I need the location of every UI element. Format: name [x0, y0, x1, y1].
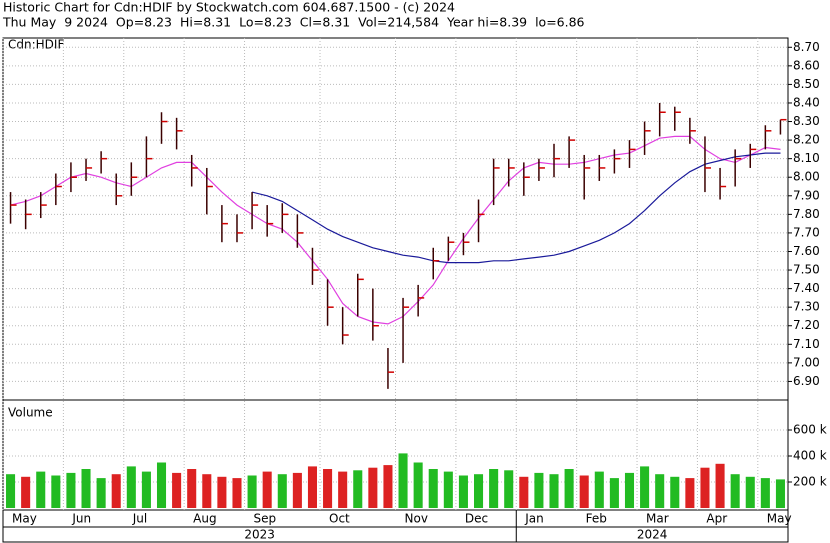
volume-bar: [730, 474, 740, 508]
volume-bar: [594, 471, 604, 508]
volume-bar: [36, 471, 46, 508]
volume-bar: [323, 469, 333, 508]
y-tick-label: 8.10: [793, 151, 820, 165]
y-tick-label: 7.50: [793, 263, 820, 277]
y-tick-label: 7.10: [793, 337, 820, 351]
volume-bar: [504, 470, 514, 508]
volume-bar: [156, 462, 167, 508]
volume-bar: [670, 476, 680, 508]
y-tick-label: 7.70: [793, 225, 820, 239]
x-tick-label: Feb: [586, 512, 607, 526]
y-tick-label: 7.80: [793, 207, 820, 221]
volume-bar: [549, 474, 559, 508]
x-tick-label: Aug: [193, 512, 216, 526]
y-tick-label: 7.90: [793, 188, 820, 202]
volume-bar: [277, 474, 287, 508]
volume-bar: [141, 471, 151, 508]
volume-bar: [353, 470, 363, 508]
volume-bar: [51, 475, 61, 508]
volume-bar: [398, 453, 408, 508]
volume-bar: [172, 472, 182, 508]
volume-bar: [126, 466, 136, 508]
volume-bar: [217, 476, 227, 508]
x-tick-label: Jan: [524, 512, 544, 526]
y-tick-label: 7.30: [793, 300, 820, 314]
volume-bar: [428, 469, 438, 508]
volume-bar: [413, 462, 423, 508]
y-tick-label: 200 k: [793, 475, 827, 489]
volume-bar: [111, 474, 121, 508]
moving-average-line: [10, 135, 781, 325]
x-tick-label: Apr: [706, 512, 727, 526]
y-tick-label: 600 k: [793, 423, 827, 437]
year-axis: [2, 526, 789, 543]
volume-bar: [715, 463, 725, 508]
volume-bar: [700, 467, 710, 508]
volume-bar: [96, 478, 106, 508]
x-tick-label: May: [12, 512, 37, 526]
volume-bar: [745, 476, 755, 508]
y-tick-label: 400 k: [793, 449, 827, 463]
x-tick-label: May: [767, 512, 792, 526]
volume-bar: [292, 472, 302, 508]
volume-bar: [685, 478, 695, 508]
volume-bar: [624, 472, 635, 508]
volume-bar: [579, 475, 589, 508]
volume-bar: [187, 469, 197, 508]
volume-bar: [81, 469, 91, 508]
y-tick-label: 8.60: [793, 58, 820, 72]
y-tick-label: 8.20: [793, 133, 820, 147]
volume-bar: [6, 474, 16, 508]
y-tick-label: 7.00: [793, 355, 820, 369]
volume-bar: [564, 469, 574, 508]
y-tick-label: 8.00: [793, 170, 820, 184]
y-tick-label: 6.90: [793, 374, 820, 388]
volume-label: Volume: [8, 406, 53, 420]
volume-bar: [775, 479, 785, 508]
y-tick-label: 7.60: [793, 244, 820, 258]
moving-average-line: [251, 152, 781, 264]
x-tick-label: Oct: [329, 512, 350, 526]
volume-bar: [368, 467, 378, 508]
volume-bar: [474, 474, 484, 508]
volume-bar: [232, 478, 242, 508]
volume-bar: [640, 466, 650, 508]
x-tick-label: Jun: [71, 512, 91, 526]
x-tick-label: Sep: [254, 512, 277, 526]
x-tick-label: Dec: [465, 512, 488, 526]
volume-bar: [202, 474, 212, 508]
y-tick-label: 8.40: [793, 95, 820, 109]
y-tick-label: 8.30: [793, 114, 820, 128]
year-label: 2024: [637, 528, 668, 542]
volume-bar: [262, 471, 272, 508]
volume-bar: [760, 478, 770, 508]
year-label: 2023: [244, 528, 275, 542]
volume-bar: [519, 476, 529, 508]
chart-title: Historic Chart for Cdn:HDIF by Stockwatc…: [3, 0, 455, 15]
chart-subtitle: Thu May 9 2024 Op=8.23 Hi=8.31 Lo=8.23 C…: [2, 15, 585, 30]
symbol-label: Cdn:HDIF: [8, 38, 64, 52]
volume-bar: [21, 476, 31, 508]
x-tick-label: Jul: [132, 512, 147, 526]
volume-bar: [338, 471, 348, 508]
y-tick-label: 7.40: [793, 281, 820, 295]
volume-bar: [489, 469, 499, 508]
y-tick-label: 8.50: [793, 77, 820, 91]
volume-bar: [655, 474, 665, 508]
volume-bar: [66, 472, 76, 508]
y-tick-label: 7.20: [793, 318, 820, 332]
volume-bar: [534, 472, 544, 508]
volume-bar: [383, 465, 393, 508]
volume-bar: [307, 466, 317, 508]
volume-bar: [458, 475, 468, 508]
volume-bar: [247, 475, 257, 508]
volume-bar: [609, 478, 619, 508]
x-tick-label: Mar: [646, 512, 669, 526]
volume-bar: [443, 471, 453, 508]
x-tick-label: Nov: [405, 512, 428, 526]
y-tick-label: 8.70: [793, 40, 820, 54]
